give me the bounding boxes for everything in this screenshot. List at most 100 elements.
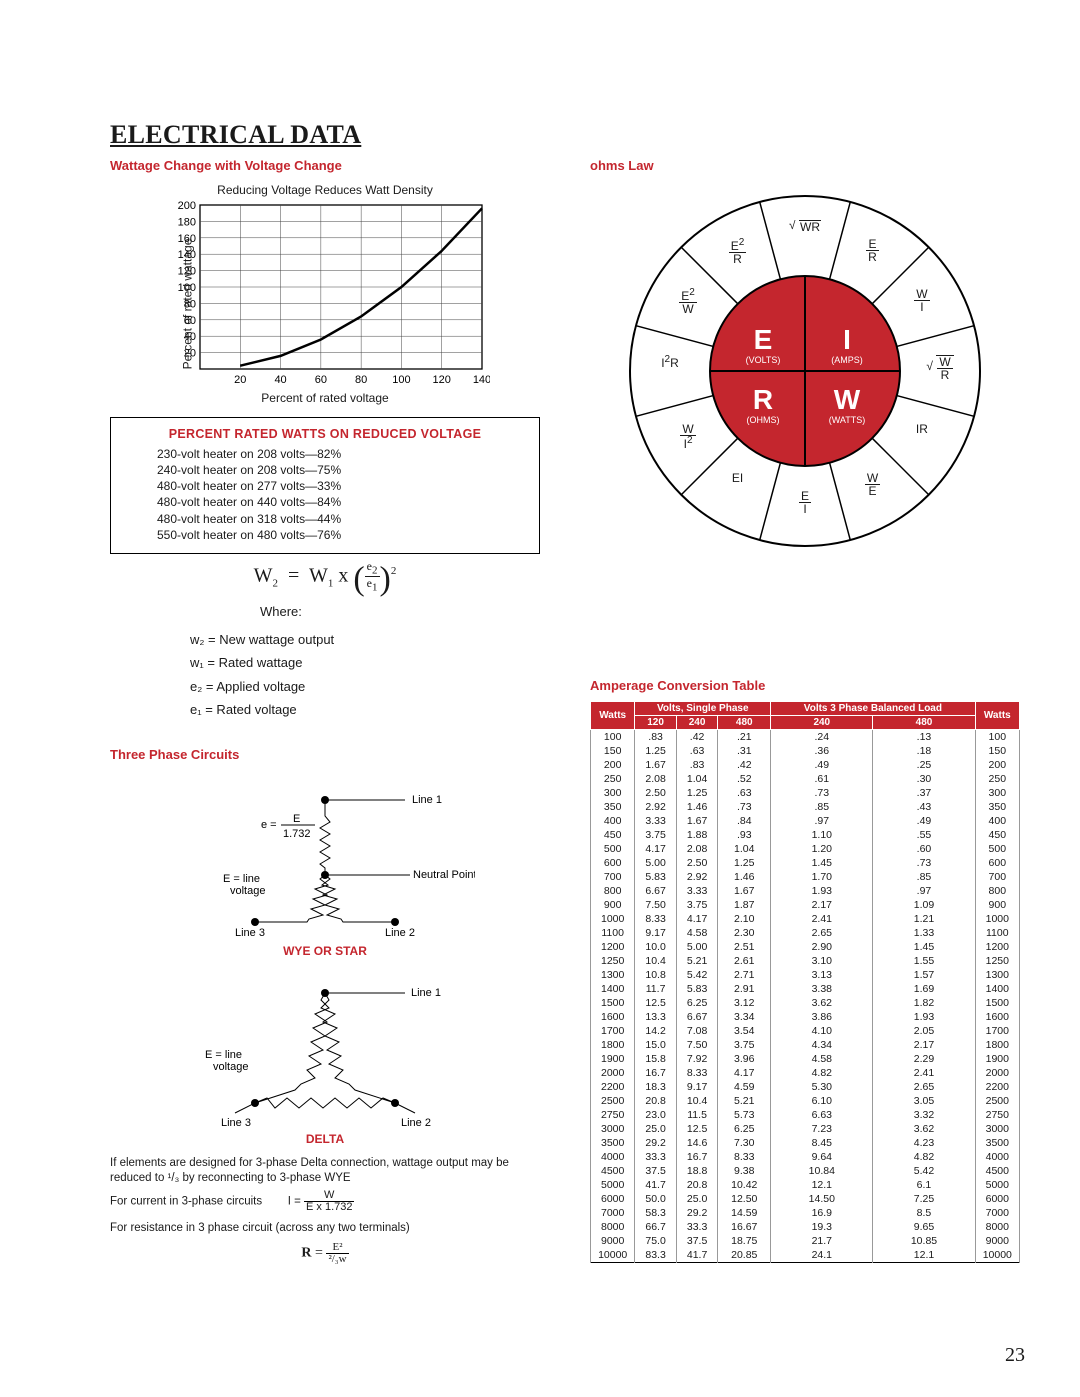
col-480s: 480 xyxy=(718,716,771,730)
ohm-ring-label: WI xyxy=(892,288,952,313)
col-group-3ph: Volts 3 Phase Balanced Load xyxy=(771,702,975,716)
table-cell: .18 xyxy=(873,744,975,758)
table-cell: 41.7 xyxy=(676,1248,718,1263)
table-cell: 3.13 xyxy=(771,968,873,982)
table-cell: 33.3 xyxy=(676,1220,718,1234)
table-cell: 3.54 xyxy=(718,1024,771,1038)
table-cell: 6.1 xyxy=(873,1178,975,1192)
table-cell: 37.5 xyxy=(676,1234,718,1248)
chart-svg: 2040608010012014016018020020406080100120… xyxy=(160,199,490,389)
table-cell: 1.46 xyxy=(676,800,718,814)
table-cell: 4.59 xyxy=(718,1080,771,1094)
ohm-ring-label: E2W xyxy=(658,288,718,315)
svg-text:E: E xyxy=(754,324,773,355)
table-cell: .60 xyxy=(873,842,975,856)
table-cell: 19.3 xyxy=(771,1220,873,1234)
table-cell: 1.20 xyxy=(771,842,873,856)
table-cell: 10.0 xyxy=(635,940,677,954)
table-cell: 5.00 xyxy=(635,856,677,870)
table-row: 250020.810.45.216.103.052500 xyxy=(591,1094,1020,1108)
three-phase-diagrams: Line 1 Neutral Point Line 3 Line 2 E = l… xyxy=(110,770,540,1265)
table-cell: 100 xyxy=(975,730,1019,745)
ohm-ring-label: I2R xyxy=(640,355,700,369)
table-cell: 7.25 xyxy=(873,1192,975,1206)
table-row: 9007.503.751.872.171.09900 xyxy=(591,898,1020,912)
table-cell: 11.7 xyxy=(635,982,677,996)
table-row: 2502.081.04.52.61.30250 xyxy=(591,772,1020,786)
ohm-ring-label: IR xyxy=(892,423,952,435)
percent-line: 480-volt heater on 440 volts—84% xyxy=(157,494,527,510)
ohms-wheel: E(VOLTS)I(AMPS)R(OHMS)W(WATTS)WRERWIWRIR… xyxy=(590,181,1020,564)
formula-def: e₁ = Rated voltage xyxy=(190,698,540,721)
table-cell: 400 xyxy=(591,814,635,828)
ohm-ring-label: EI xyxy=(708,472,768,484)
table-cell: 1.21 xyxy=(873,912,975,926)
delta-voltage: voltage xyxy=(213,1061,248,1073)
tp-eq-i: I = xyxy=(288,1196,304,1208)
table-cell: 900 xyxy=(591,898,635,912)
table-cell: 6.25 xyxy=(718,1122,771,1136)
formula-def: w₁ = Rated wattage xyxy=(190,651,540,674)
table-cell: 3.32 xyxy=(873,1108,975,1122)
table-cell: 16.67 xyxy=(718,1220,771,1234)
table-cell: 1700 xyxy=(975,1024,1019,1038)
table-cell: 2.92 xyxy=(676,870,718,884)
table-row: 700058.329.214.5916.98.57000 xyxy=(591,1206,1020,1220)
table-row: 275023.011.55.736.633.322750 xyxy=(591,1108,1020,1122)
table-cell: 25.0 xyxy=(635,1122,677,1136)
table-cell: 2200 xyxy=(591,1080,635,1094)
table-cell: 12.50 xyxy=(718,1192,771,1206)
table-cell: 7.23 xyxy=(771,1122,873,1136)
table-cell: 1500 xyxy=(975,996,1019,1010)
table-cell: 3000 xyxy=(975,1122,1019,1136)
chart-ylabel: Percent of rated wattage xyxy=(180,239,194,370)
table-cell: 2.30 xyxy=(718,926,771,940)
svg-text:100: 100 xyxy=(392,374,410,386)
table-cell: 150 xyxy=(591,744,635,758)
table-cell: 3500 xyxy=(591,1136,635,1150)
table-row: 350029.214.67.308.454.233500 xyxy=(591,1136,1020,1150)
table-row: 450037.518.89.3810.845.424500 xyxy=(591,1164,1020,1178)
table-cell: 400 xyxy=(975,814,1019,828)
table-cell: 500 xyxy=(591,842,635,856)
table-cell: 2.65 xyxy=(771,926,873,940)
table-cell: 300 xyxy=(975,786,1019,800)
table-cell: 10.85 xyxy=(873,1234,975,1248)
table-cell: 4.23 xyxy=(873,1136,975,1150)
wye-voltage: voltage xyxy=(230,885,265,897)
table-row: 400033.316.78.339.644.824000 xyxy=(591,1150,1020,1164)
table-cell: 12.5 xyxy=(676,1122,718,1136)
table-cell: 83.3 xyxy=(635,1248,677,1263)
table-row: 1501.25.63.31.36.18150 xyxy=(591,744,1020,758)
wye-line2-label: Line 2 xyxy=(385,927,415,939)
delta-line2-label: Line 2 xyxy=(401,1117,431,1128)
table-cell: .49 xyxy=(873,814,975,828)
table-row: 125010.45.212.613.101.551250 xyxy=(591,954,1020,968)
percent-line: 550-volt heater on 480 volts—76% xyxy=(157,527,527,543)
col-watts-l: Watts xyxy=(591,702,635,730)
table-row: 2001.67.83.42.49.25200 xyxy=(591,758,1020,772)
table-cell: 4500 xyxy=(591,1164,635,1178)
table-cell: 1.70 xyxy=(771,870,873,884)
table-row: 10008.334.172.102.411.211000 xyxy=(591,912,1020,926)
percent-line: 480-volt heater on 277 volts—33% xyxy=(157,478,527,494)
table-row: 100.83.42.21.24.13100 xyxy=(591,730,1020,745)
table-cell: 24.1 xyxy=(771,1248,873,1263)
table-cell: 4.58 xyxy=(676,926,718,940)
table-cell: 2200 xyxy=(975,1080,1019,1094)
table-cell: 1.25 xyxy=(676,786,718,800)
table-cell: 5000 xyxy=(591,1178,635,1192)
table-cell: 2000 xyxy=(591,1066,635,1080)
table-cell: 12.1 xyxy=(873,1248,975,1263)
table-cell: 1.45 xyxy=(771,856,873,870)
table-cell: 6.67 xyxy=(635,884,677,898)
table-cell: 2.17 xyxy=(873,1038,975,1052)
three-phase-title: Three Phase Circuits xyxy=(110,747,540,762)
table-cell: .93 xyxy=(718,828,771,842)
table-row: 160013.36.673.343.861.931600 xyxy=(591,1010,1020,1024)
table-cell: 2500 xyxy=(591,1094,635,1108)
percent-line: 240-volt heater on 208 volts—75% xyxy=(157,462,527,478)
table-row: 150012.56.253.123.621.821500 xyxy=(591,996,1020,1010)
table-cell: 4.17 xyxy=(718,1066,771,1080)
table-cell: 18.75 xyxy=(718,1234,771,1248)
